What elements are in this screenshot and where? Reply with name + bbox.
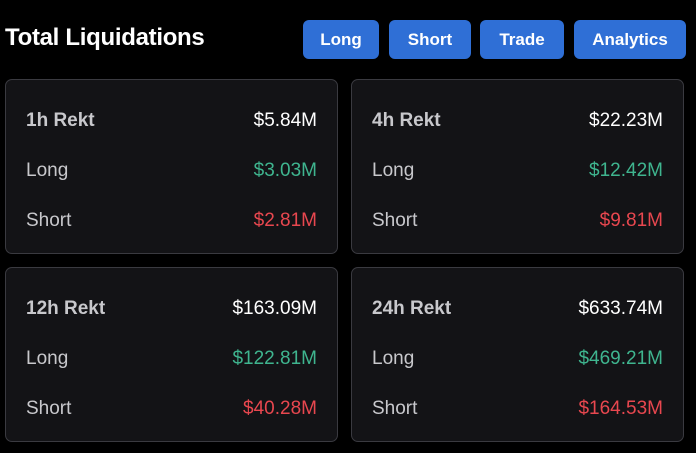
period-label: 1h Rekt bbox=[26, 110, 95, 131]
page-title: Total Liquidations bbox=[5, 24, 205, 51]
long-value: $122.81M bbox=[232, 348, 317, 369]
card-short-row: Short $164.53M bbox=[372, 396, 663, 422]
card-short-row: Short $9.81M bbox=[372, 208, 663, 234]
period-label: 24h Rekt bbox=[372, 298, 452, 319]
liquidation-card-24h: 24h Rekt $633.74M Long $469.21M Short $1… bbox=[351, 267, 684, 442]
long-label: Long bbox=[26, 348, 69, 369]
card-total-row: 12h Rekt $163.09M bbox=[26, 296, 317, 322]
long-button[interactable]: Long bbox=[303, 20, 379, 59]
short-label: Short bbox=[26, 210, 72, 231]
short-button[interactable]: Short bbox=[389, 20, 471, 59]
period-label: 4h Rekt bbox=[372, 110, 441, 131]
long-label: Long bbox=[372, 348, 415, 369]
card-short-row: Short $2.81M bbox=[26, 208, 317, 234]
period-label: 12h Rekt bbox=[26, 298, 106, 319]
card-total-row: 4h Rekt $22.23M bbox=[372, 108, 663, 134]
long-label: Long bbox=[26, 160, 69, 181]
card-long-row: Long $12.42M bbox=[372, 158, 663, 184]
long-value: $12.42M bbox=[589, 160, 663, 181]
short-value: $40.28M bbox=[243, 398, 317, 419]
short-label: Short bbox=[372, 398, 418, 419]
short-value: $9.81M bbox=[599, 210, 663, 231]
short-value: $2.81M bbox=[253, 210, 317, 231]
card-short-row: Short $40.28M bbox=[26, 396, 317, 422]
long-value: $3.03M bbox=[253, 160, 317, 181]
liquidation-card-12h: 12h Rekt $163.09M Long $122.81M Short $4… bbox=[5, 267, 338, 442]
total-value: $5.84M bbox=[253, 110, 317, 131]
card-total-row: 1h Rekt $5.84M bbox=[26, 108, 317, 134]
liquidation-card-4h: 4h Rekt $22.23M Long $12.42M Short $9.81… bbox=[351, 79, 684, 254]
card-total-row: 24h Rekt $633.74M bbox=[372, 296, 663, 322]
long-label: Long bbox=[372, 160, 415, 181]
short-label: Short bbox=[26, 398, 72, 419]
short-label: Short bbox=[372, 210, 418, 231]
trade-button[interactable]: Trade bbox=[480, 20, 564, 59]
analytics-button[interactable]: Analytics bbox=[574, 20, 686, 59]
card-long-row: Long $3.03M bbox=[26, 158, 317, 184]
liquidation-card-1h: 1h Rekt $5.84M Long $3.03M Short $2.81M bbox=[5, 79, 338, 254]
total-value: $633.74M bbox=[578, 298, 663, 319]
header: Total Liquidations Long Short Trade Anal… bbox=[0, 0, 696, 78]
total-value: $163.09M bbox=[232, 298, 317, 319]
card-long-row: Long $122.81M bbox=[26, 346, 317, 372]
total-value: $22.23M bbox=[589, 110, 663, 131]
short-value: $164.53M bbox=[578, 398, 663, 419]
long-value: $469.21M bbox=[578, 348, 663, 369]
card-long-row: Long $469.21M bbox=[372, 346, 663, 372]
